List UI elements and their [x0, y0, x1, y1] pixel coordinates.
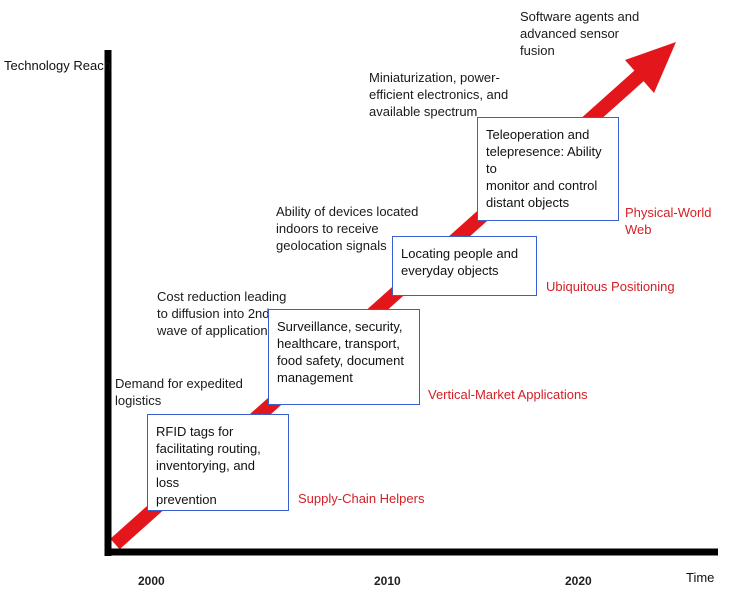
stage-label: Supply-Chain Helpers — [298, 491, 425, 506]
stage-label: Vertical-Market Applications — [428, 387, 588, 402]
stage-label: Ubiquitous Positioning — [546, 279, 675, 294]
y-axis-title: Technology Reach — [4, 58, 111, 73]
driver-text: Miniaturization, power- efficient electr… — [369, 70, 509, 119]
stage-box: Surveillance, security, healthcare, tran… — [268, 309, 420, 405]
stage-box: Locating people and everyday objects — [392, 236, 537, 296]
stage-box: RFID tags for facilitating routing, inve… — [147, 414, 289, 511]
x-axis-title: Time — [686, 570, 715, 585]
driver-text: Demand for expedited logistics — [115, 376, 243, 408]
trend-arrow-head — [625, 42, 676, 93]
x-tick-label: 2010 — [374, 574, 401, 588]
stage-label: Physical-World Web — [625, 205, 712, 237]
driver-text: Cost reduction leading to diffusion into… — [157, 289, 287, 338]
stage-box: Teleoperation and telepresence: Ability … — [477, 117, 619, 221]
x-tick-label: 2000 — [138, 574, 165, 588]
x-tick-label: 2020 — [565, 574, 592, 588]
driver-text: Ability of devices located indoors to re… — [276, 204, 419, 253]
driver-text: Software agents and advanced sensor fusi… — [520, 9, 640, 58]
